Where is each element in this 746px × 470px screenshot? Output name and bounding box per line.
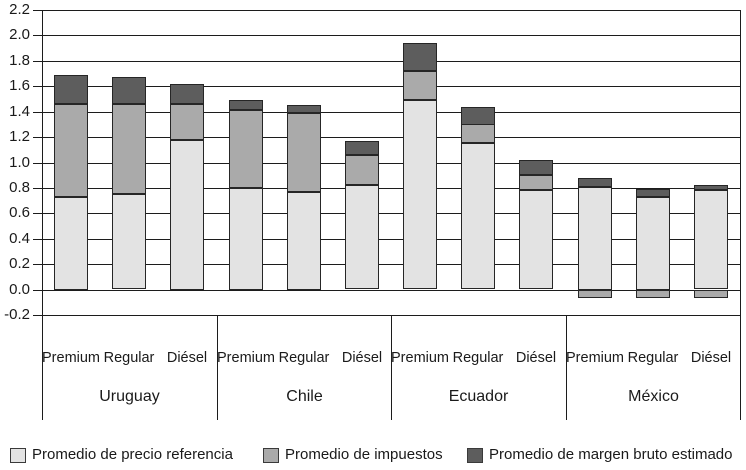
gridline	[33, 290, 740, 291]
bar-segment	[636, 290, 670, 298]
bar-segment	[170, 140, 204, 290]
bar-segment	[345, 185, 379, 289]
legend-swatch	[263, 447, 279, 463]
legend-label: Promedio de margen bruto estimado	[489, 446, 733, 463]
bar-segment	[694, 185, 728, 190]
country-label: Chile	[286, 388, 323, 405]
y-axis-tick-label: 0.0	[9, 281, 30, 298]
gridline	[33, 86, 740, 87]
bar-segment	[694, 190, 728, 289]
bar-segment	[345, 141, 379, 155]
y-axis-tick-label: -0.2	[4, 306, 30, 323]
gridline	[33, 61, 740, 62]
bar-segment	[636, 197, 670, 290]
gridline	[33, 137, 740, 138]
bar-segment	[229, 100, 263, 110]
country-label: Uruguay	[99, 388, 160, 405]
bar-segment	[54, 75, 88, 104]
legend-label: Promedio de impuestos	[285, 446, 443, 463]
legend-item: Promedio de margen bruto estimado	[467, 446, 732, 464]
gridline	[33, 163, 740, 164]
gridline	[33, 264, 740, 265]
gridline	[33, 188, 740, 189]
bar-segment	[229, 188, 263, 290]
fuel-label: Regular	[627, 350, 679, 366]
bar-segment	[578, 290, 612, 298]
fuel-label: Regular	[452, 350, 504, 366]
fuel-label: Premium	[42, 350, 101, 366]
y-axis-tick-label: 1.0	[9, 154, 30, 171]
bar-segment	[287, 113, 321, 192]
bar-segment	[287, 192, 321, 290]
y-axis-tick-label: 0.2	[9, 255, 30, 272]
gridline	[33, 213, 740, 214]
legend-item: Promedio de impuestos	[263, 446, 443, 464]
bar-segment	[287, 105, 321, 113]
fuel-label: Premium	[566, 350, 625, 366]
bar-segment	[461, 124, 495, 143]
legend-item: Promedio de precio referencia	[10, 446, 233, 464]
bar-segment	[578, 187, 612, 290]
y-axis-tick-label: 1.2	[9, 128, 30, 145]
y-axis-tick-label: 1.4	[9, 103, 30, 120]
bar-segment	[112, 194, 146, 289]
bar-segment	[54, 104, 88, 197]
bar-segment	[403, 100, 437, 289]
group-divider	[217, 315, 218, 420]
bar-segment	[345, 155, 379, 185]
bar-segment	[519, 160, 553, 175]
gridline	[33, 239, 740, 240]
group-divider	[391, 315, 392, 420]
fuel-label: Diésel	[166, 350, 208, 366]
plot-right-border	[740, 10, 741, 420]
bar-segment	[112, 104, 146, 194]
legend-swatch	[467, 447, 483, 463]
fuel-label: Diésel	[690, 350, 732, 366]
fuel-label: Premium	[217, 350, 276, 366]
y-axis-tick-label: 2.0	[9, 26, 30, 43]
bar-segment	[54, 197, 88, 290]
gridline	[33, 10, 740, 11]
bar-segment	[519, 190, 553, 289]
legend-swatch	[10, 447, 26, 463]
fuel-label: Regular	[278, 350, 330, 366]
group-divider	[566, 315, 567, 420]
country-label: México	[628, 388, 679, 405]
bar-segment	[694, 290, 728, 298]
y-axis-tick-label: 0.4	[9, 230, 30, 247]
bar-segment	[403, 43, 437, 71]
bar-segment	[112, 77, 146, 104]
fuel-label: Regular	[103, 350, 155, 366]
fuel-label: Diésel	[515, 350, 557, 366]
country-label: Ecuador	[448, 388, 509, 405]
bar-segment	[170, 104, 204, 140]
bar-segment	[229, 110, 263, 188]
bar-segment	[519, 175, 553, 190]
gridline	[33, 315, 740, 316]
bar-segment	[461, 107, 495, 125]
bar-segment	[170, 84, 204, 104]
y-axis-tick-label: 1.8	[9, 52, 30, 69]
y-axis-tick-label: 0.8	[9, 179, 30, 196]
bar-segment	[636, 189, 670, 197]
fuel-label: Diésel	[341, 350, 383, 366]
gridline	[33, 112, 740, 113]
bar-segment	[461, 143, 495, 289]
y-axis-tick-label: 0.6	[9, 204, 30, 221]
y-axis-line	[42, 10, 43, 420]
bar-segment	[578, 178, 612, 187]
y-axis-tick-label: 1.6	[9, 77, 30, 94]
fuel-label: Premium	[391, 350, 450, 366]
gridline	[33, 35, 740, 36]
legend-label: Promedio de precio referencia	[32, 446, 233, 463]
y-axis-tick-label: 2.2	[9, 1, 30, 18]
bar-segment	[403, 71, 437, 100]
